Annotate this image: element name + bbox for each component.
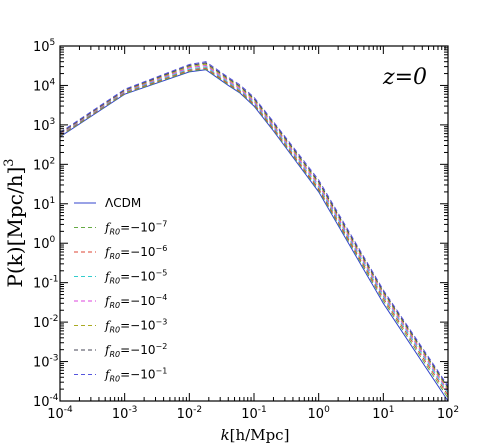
chart-legend: ΛCDM fR0=−10−7 fR0=−10−6 fR0=−10−5 fR0=−10−4…	[74, 196, 167, 384]
y-tick-label: 10-1	[33, 275, 59, 292]
legend-entry: fR0=−10−6	[104, 244, 167, 261]
legend-entry: fR0=−10−1	[104, 367, 167, 384]
y-tick-label: 103	[33, 117, 55, 134]
legend-entry: fR0=−10−7	[104, 220, 167, 237]
x-axis-label-unit: [h/Mpc]	[230, 426, 290, 443]
y-tick-label: 102	[33, 156, 55, 173]
legend-entry: fR0=−10−5	[104, 269, 167, 286]
x-tick-label: 10-3	[112, 405, 138, 422]
series-line-3	[59, 66, 449, 394]
y-axis-label: P(k)[Mpc/h]3	[2, 158, 27, 287]
x-tick-label: 10-2	[177, 405, 203, 422]
x-tick-label: 102	[437, 405, 459, 422]
x-tick-label: 101	[372, 405, 394, 422]
x-tick-label: 100	[308, 405, 331, 422]
y-tick-label: 104	[33, 77, 56, 94]
x-axis-label-k: k	[221, 426, 230, 443]
x-tick-label: 10-1	[241, 405, 267, 422]
x-tick-label: 10-4	[47, 405, 73, 422]
y-tick-label: 10-4	[33, 393, 59, 410]
redshift-annotation: z=0	[382, 65, 427, 90]
axis-tick-labels: 10-4 10-3 10-2 10-1 100 101 102 10-4 10-3 10-2 10-…	[33, 38, 459, 422]
series-line-6	[59, 62, 449, 388]
y-tick-label: 10-2	[33, 314, 59, 331]
series-line-2	[59, 67, 449, 396]
series-line-5	[59, 63, 449, 390]
series-line-4	[59, 64, 449, 392]
plot-lines	[59, 61, 449, 402]
series-line-7	[59, 61, 449, 387]
y-axis-label-main: P(k)[Mpc/h]	[3, 167, 27, 288]
legend-entry: ΛCDM	[105, 196, 141, 210]
y-tick-label: 10-3	[33, 354, 59, 371]
x-axis-label: k[h/Mpc]	[221, 426, 290, 443]
series-line-0	[59, 69, 449, 402]
legend-entry: fR0=−10−3	[104, 318, 167, 335]
legend-entry: fR0=−10−4	[104, 293, 167, 310]
y-tick-label: 100	[33, 235, 56, 252]
y-tick-label: 101	[33, 196, 55, 213]
axis-ticks	[59, 45, 449, 402]
y-axis-label-exp: 3	[2, 158, 17, 166]
y-tick-label: 105	[33, 38, 55, 55]
series-line-1	[59, 68, 449, 399]
legend-entry: fR0=−10−2	[104, 342, 167, 359]
